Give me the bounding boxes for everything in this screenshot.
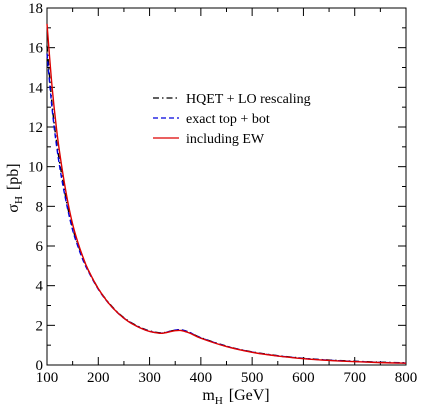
x-tick-label: 800 xyxy=(395,370,418,386)
x-tick-label: 200 xyxy=(87,370,110,386)
legend-label-ew: including EW xyxy=(186,132,265,147)
y-axis-label-unit: [pb] xyxy=(5,163,22,190)
y-tick-label: 12 xyxy=(28,120,43,136)
x-axis-label-unit: [GeV] xyxy=(229,387,270,404)
series-line-including-ew xyxy=(46,23,407,364)
x-tick-label: 600 xyxy=(292,370,315,386)
series-layer xyxy=(46,23,407,364)
y-axis-label: σH [pb] xyxy=(5,163,25,212)
y-tick-label: 18 xyxy=(28,1,43,17)
x-tick-label: 100 xyxy=(36,370,59,386)
x-axis-label-sub: H xyxy=(215,395,223,407)
x-tick-label: 400 xyxy=(190,370,213,386)
plot-frame xyxy=(46,7,407,366)
x-axis-label: mH [GeV] xyxy=(202,387,269,407)
legend-label-exact: exact top + bot xyxy=(186,112,270,127)
y-tick-label: 16 xyxy=(28,41,44,57)
y-tick-label: 2 xyxy=(36,318,44,334)
x-tick-label: 700 xyxy=(343,370,366,386)
y-axis-label-sub: H xyxy=(13,196,25,204)
y-tick-label: 0 xyxy=(36,358,44,374)
x-tick-label: 500 xyxy=(241,370,264,386)
y-axis-label-main: σ xyxy=(5,204,22,213)
legend-label-hqet: HQET + LO rescaling xyxy=(186,92,311,107)
x-axis-label-main: m xyxy=(202,387,215,404)
y-tick-label: 6 xyxy=(36,239,44,255)
axis-ticks: 100 200 300 400 500 600 700 800 0 2 4 6 8 10 12 14 16 18 xyxy=(28,1,417,386)
y-tick-label: 14 xyxy=(28,80,44,96)
y-tick-label: 4 xyxy=(36,279,44,295)
legend: HQET + LO rescaling exact top + bot incl… xyxy=(153,92,311,147)
y-tick-label: 10 xyxy=(28,160,43,176)
x-tick-label: 300 xyxy=(138,370,161,386)
y-tick-label: 8 xyxy=(36,199,44,215)
